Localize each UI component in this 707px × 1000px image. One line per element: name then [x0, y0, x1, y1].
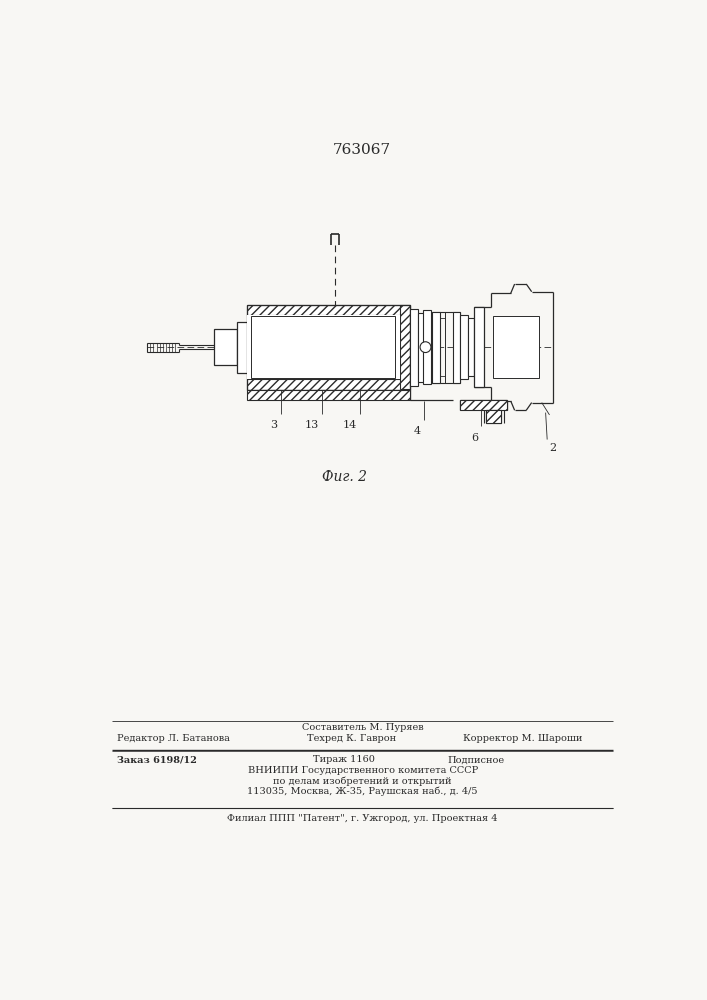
Text: Фиг. 2: Фиг. 2 [322, 470, 367, 484]
Text: Корректор М. Шароши: Корректор М. Шароши [462, 734, 582, 743]
Bar [400, 305, 410, 389]
Bar [468, 318, 474, 376]
Text: Подписное: Подписное [448, 755, 504, 764]
Bar [474, 307, 484, 387]
Text: 4: 4 [414, 426, 421, 436]
Text: ВНИИПИ Государственного комитета СССР: ВНИИПИ Государственного комитета СССР [247, 766, 478, 775]
Bar [486, 410, 501, 423]
Text: 2: 2 [549, 443, 556, 453]
Text: 113035, Москва, Ж-35, Раушская наб., д. 4/5: 113035, Москва, Ж-35, Раушская наб., д. … [247, 786, 478, 796]
Text: 763067: 763067 [333, 143, 391, 157]
Text: 6: 6 [471, 433, 478, 443]
Bar [247, 315, 400, 379]
Text: 14: 14 [342, 420, 356, 430]
Text: Тираж 1160: Тираж 1160 [313, 755, 375, 764]
Text: по делам изобретений и открытий: по делам изобретений и открытий [274, 776, 452, 786]
Bar [418, 312, 424, 382]
Bar [237, 322, 247, 373]
Bar [433, 312, 440, 383]
Bar [493, 316, 539, 378]
Text: Составитель М. Пуряев: Составитель М. Пуряев [302, 723, 423, 732]
Circle shape [420, 342, 431, 353]
Bar [423, 310, 431, 384]
Text: Техред К. Гаврон: Техред К. Гаврон [308, 734, 397, 743]
Text: Редактор Л. Батанова: Редактор Л. Батанова [117, 734, 230, 743]
Bar [460, 400, 507, 410]
Text: 3: 3 [270, 420, 277, 430]
Bar [247, 379, 410, 389]
Bar [460, 315, 468, 379]
Bar [452, 312, 460, 383]
Bar [214, 329, 237, 365]
Bar [486, 410, 501, 423]
Bar [410, 309, 418, 386]
Bar [247, 389, 410, 400]
Bar [247, 305, 410, 315]
Text: Заказ 6198/12: Заказ 6198/12 [117, 755, 197, 764]
Bar [251, 316, 395, 378]
Text: 13: 13 [305, 420, 320, 430]
Text: Филиал ППП "Патент", г. Ужгород, ул. Проектная 4: Филиал ППП "Патент", г. Ужгород, ул. Про… [228, 814, 498, 823]
